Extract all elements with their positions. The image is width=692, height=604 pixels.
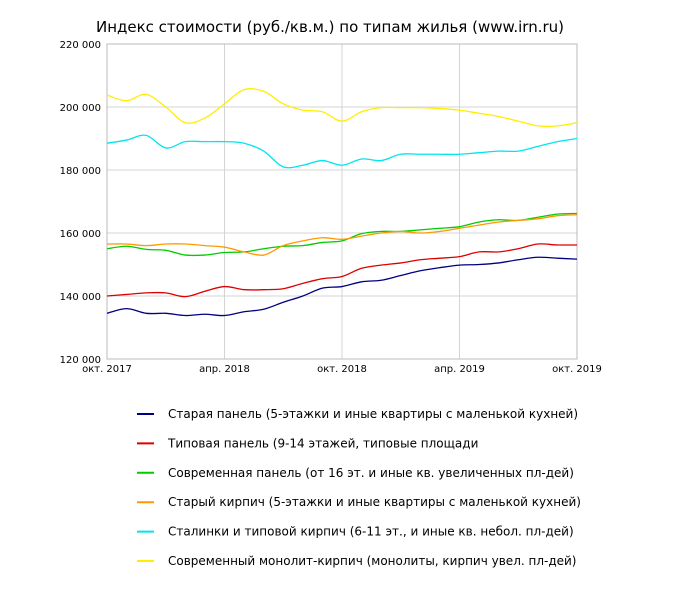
- series-line-3: [106, 212, 578, 257]
- series-lines: [106, 87, 578, 317]
- legend-label: Старый кирпич (5-этажки и иные квартиры …: [168, 495, 581, 509]
- series-line-2: [106, 243, 578, 298]
- legend-label: Типовая панель (9-14 этажей, типовые пло…: [167, 436, 478, 450]
- y-tick-label: 220 000: [60, 40, 101, 51]
- y-tick-label: 140 000: [60, 292, 101, 303]
- legend-label: Сталинки и типовой кирпич (6-11 эт., и и…: [168, 525, 574, 539]
- series-line-5: [106, 134, 578, 169]
- legend-label: Старая панель (5-этажки и иные квартиры …: [168, 407, 578, 421]
- series-line-4: [106, 214, 578, 256]
- legend-label: Современная панель (от 16 эт. и иные кв.…: [168, 466, 574, 480]
- x-tick-label: апр. 2018: [199, 364, 250, 375]
- y-axis-ticks: 120 000 140 000 160 000 180 000 200 000 220 0…: [60, 40, 101, 366]
- chart-title: Индекс стоимости (руб./кв.м.) по типам ж…: [96, 18, 564, 36]
- y-tick-label: 180 000: [60, 166, 101, 177]
- x-axis-ticks: окт. 2017 апр. 2018 окт. 2018 апр. 2019 окт.…: [82, 364, 602, 375]
- y-tick-label: 200 000: [60, 103, 101, 114]
- legend: Старая панель (5-этажки и иные квартиры …: [137, 407, 581, 568]
- y-tick-label: 160 000: [60, 229, 101, 240]
- x-tick-label: окт. 2019: [552, 364, 602, 375]
- x-tick-label: окт. 2017: [82, 364, 132, 375]
- y-tick-label: 120 000: [60, 355, 101, 366]
- series-line-1: [106, 256, 578, 317]
- x-tick-label: окт. 2018: [317, 364, 367, 375]
- legend-label: Современный монолит-кирпич (монолиты, ки…: [168, 554, 577, 568]
- grid: [106, 43, 578, 360]
- x-tick-label: апр. 2019: [434, 364, 485, 375]
- plot-frame: [106, 43, 578, 360]
- series-line-6: [106, 87, 578, 128]
